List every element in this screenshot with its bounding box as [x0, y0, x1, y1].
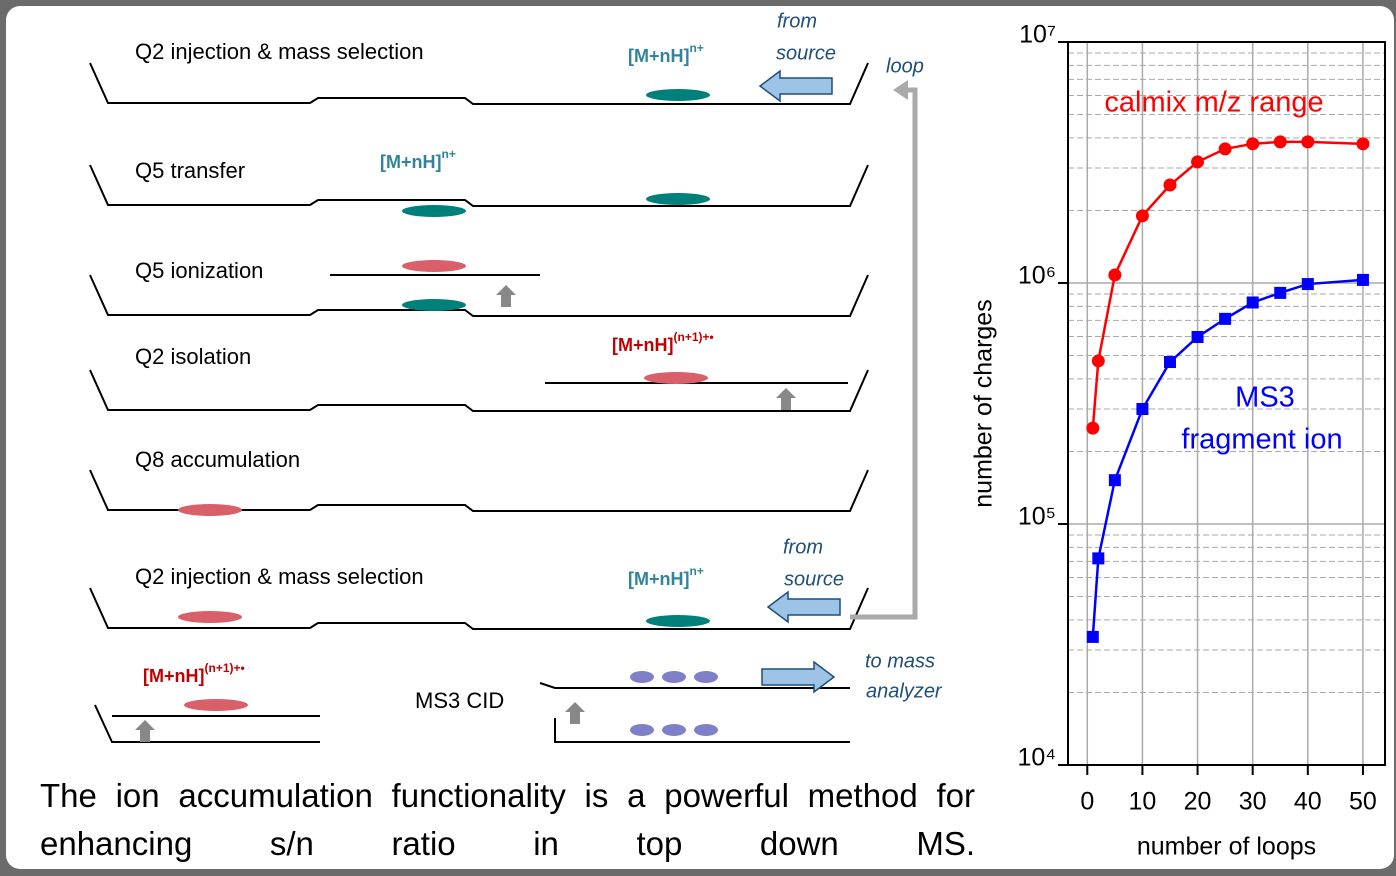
annotation: calmix m/z range	[1104, 87, 1323, 119]
note: to mass	[865, 650, 935, 672]
marker	[1108, 268, 1122, 282]
x-tick-label: 30	[1239, 788, 1267, 816]
stage-label: Q2 injection & mass selection	[135, 564, 424, 589]
x-tick-label: 50	[1349, 788, 1377, 816]
marker	[1246, 296, 1259, 309]
y-tick-label: 10⁵	[1018, 503, 1056, 531]
marker	[1108, 474, 1121, 487]
ion-traps	[89, 62, 869, 743]
slide-background	[6, 6, 1394, 869]
note: loop	[886, 55, 924, 77]
ion-label-sup: (n+1)+•	[205, 661, 245, 675]
ion-label: [M+nH]n+	[628, 564, 704, 589]
marker	[1086, 630, 1099, 643]
plot-frame	[1067, 41, 1386, 766]
note: source	[776, 42, 836, 64]
annotation: fragment ion	[1181, 424, 1342, 456]
ion-label: [M+nH]n+	[380, 147, 456, 172]
marker	[1301, 135, 1315, 149]
y-tick-label: 10⁷	[1019, 21, 1056, 49]
ion-label-base: [M+nH]	[143, 666, 205, 686]
marker	[1191, 155, 1205, 169]
y-axis-label: number of charges	[970, 299, 998, 507]
x-axis-label: number of loops	[1137, 833, 1316, 861]
chart: 10⁴ 10⁵ 10⁶ 10⁷ 0 10 20 30 40 50 number of loops nu…	[970, 21, 1386, 861]
marker	[1163, 356, 1176, 369]
stage-label: Q2 isolation	[135, 344, 251, 369]
y-tick-label: 10⁶	[1018, 262, 1056, 290]
stage-label: Q5 ionization	[135, 258, 263, 283]
stage-label: Q2 injection & mass selection	[135, 39, 424, 64]
ion-label-sup: n+	[690, 41, 704, 55]
marker	[1273, 135, 1287, 149]
marker	[1274, 286, 1287, 299]
marker	[1218, 142, 1232, 156]
x-tick-label: 40	[1294, 788, 1322, 816]
ion-packets	[178, 89, 718, 736]
y-tick-label: 10⁴	[1017, 744, 1056, 772]
note: from	[777, 10, 817, 32]
note: from	[783, 536, 823, 558]
caption: The ion accumulation functionality is a …	[40, 777, 975, 862]
marker	[1246, 137, 1260, 151]
ion-label: [M+nH]n+	[628, 41, 704, 66]
x-tick-label: 20	[1184, 788, 1212, 816]
note: analyzer	[866, 680, 943, 702]
ion-label-sup: n+	[442, 147, 456, 161]
marker	[1356, 137, 1370, 151]
ion-label-base: [M+nH]	[612, 335, 674, 355]
x-tick-label: 10	[1129, 788, 1157, 816]
marker	[1219, 312, 1232, 325]
ion-label-sup: n+	[690, 564, 704, 578]
marker	[1086, 421, 1100, 435]
marker	[1356, 273, 1369, 286]
stage-label: Q8 accumulation	[135, 447, 300, 472]
ion-label: [M+nH](n+1)+•	[612, 330, 714, 355]
marker	[1163, 178, 1177, 192]
stage-label: Q5 transfer	[135, 158, 245, 183]
arrows	[135, 70, 918, 742]
marker	[1191, 330, 1204, 343]
ion-label: [M+nH](n+1)+•	[143, 661, 245, 686]
x-tick-label: 0	[1080, 788, 1094, 816]
ion-label-base: [M+nH]	[380, 152, 442, 172]
annotation: MS3	[1235, 382, 1295, 414]
marker	[1091, 354, 1105, 368]
marker	[1092, 552, 1105, 565]
note: source	[784, 568, 844, 590]
ion-label-base: [M+nH]	[628, 46, 690, 66]
ion-label-base: [M+nH]	[628, 569, 690, 589]
ion-label-sup: (n+1)+•	[674, 330, 714, 344]
stage-label: MS3 CID	[415, 688, 504, 713]
marker	[1301, 278, 1314, 291]
marker	[1135, 209, 1149, 223]
marker	[1136, 403, 1149, 416]
